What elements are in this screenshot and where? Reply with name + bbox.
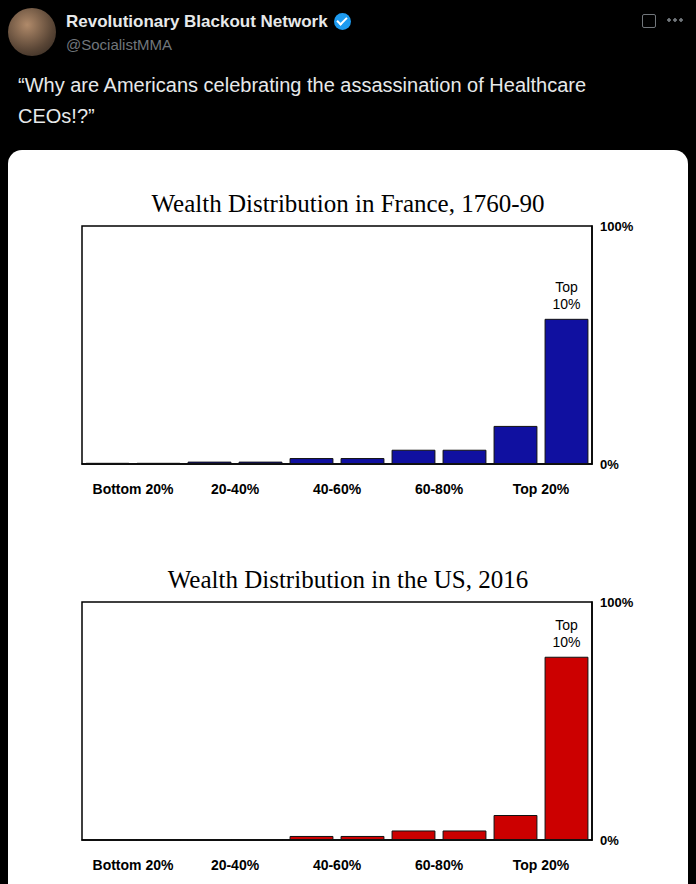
svg-text:Wealth Distribution in the US,: Wealth Distribution in the US, 2016 bbox=[168, 566, 528, 593]
svg-text:20-40%: 20-40% bbox=[211, 857, 260, 873]
svg-text:Top: Top bbox=[555, 279, 578, 295]
svg-text:Bottom 20%: Bottom 20% bbox=[93, 857, 174, 873]
svg-text:10%: 10% bbox=[552, 634, 580, 650]
html-text:“Why are Americans celebrating: “Why are Americans celebrating the assas… bbox=[18, 74, 587, 127]
svg-text:0%: 0% bbox=[600, 833, 619, 848]
svg-text:10%: 10% bbox=[552, 296, 580, 312]
svg-text:40-60%: 40-60% bbox=[313, 857, 362, 873]
svg-text:60-80%: 60-80% bbox=[415, 857, 464, 873]
svg-text:0%: 0% bbox=[600, 457, 619, 472]
svg-text:Wealth Distribution in France,: Wealth Distribution in France, 1760-90 bbox=[151, 190, 544, 217]
svg-text:20-40%: 20-40% bbox=[211, 481, 260, 497]
svg-text:Top 20%: Top 20% bbox=[513, 857, 570, 873]
svg-text:Top: Top bbox=[555, 617, 578, 633]
svg-text:40-60%: 40-60% bbox=[313, 481, 362, 497]
svg-text:60-80%: 60-80% bbox=[415, 481, 464, 497]
html-text:@SocialistMMA: @SocialistMMA bbox=[66, 36, 173, 53]
svg-text:100%: 100% bbox=[600, 595, 634, 610]
html-text:Revolutionary Blackout Network: Revolutionary Blackout Network bbox=[66, 12, 328, 31]
svg-text:100%: 100% bbox=[600, 219, 634, 234]
svg-text:Top 20%: Top 20% bbox=[513, 481, 570, 497]
svg-text:Bottom 20%: Bottom 20% bbox=[93, 481, 174, 497]
